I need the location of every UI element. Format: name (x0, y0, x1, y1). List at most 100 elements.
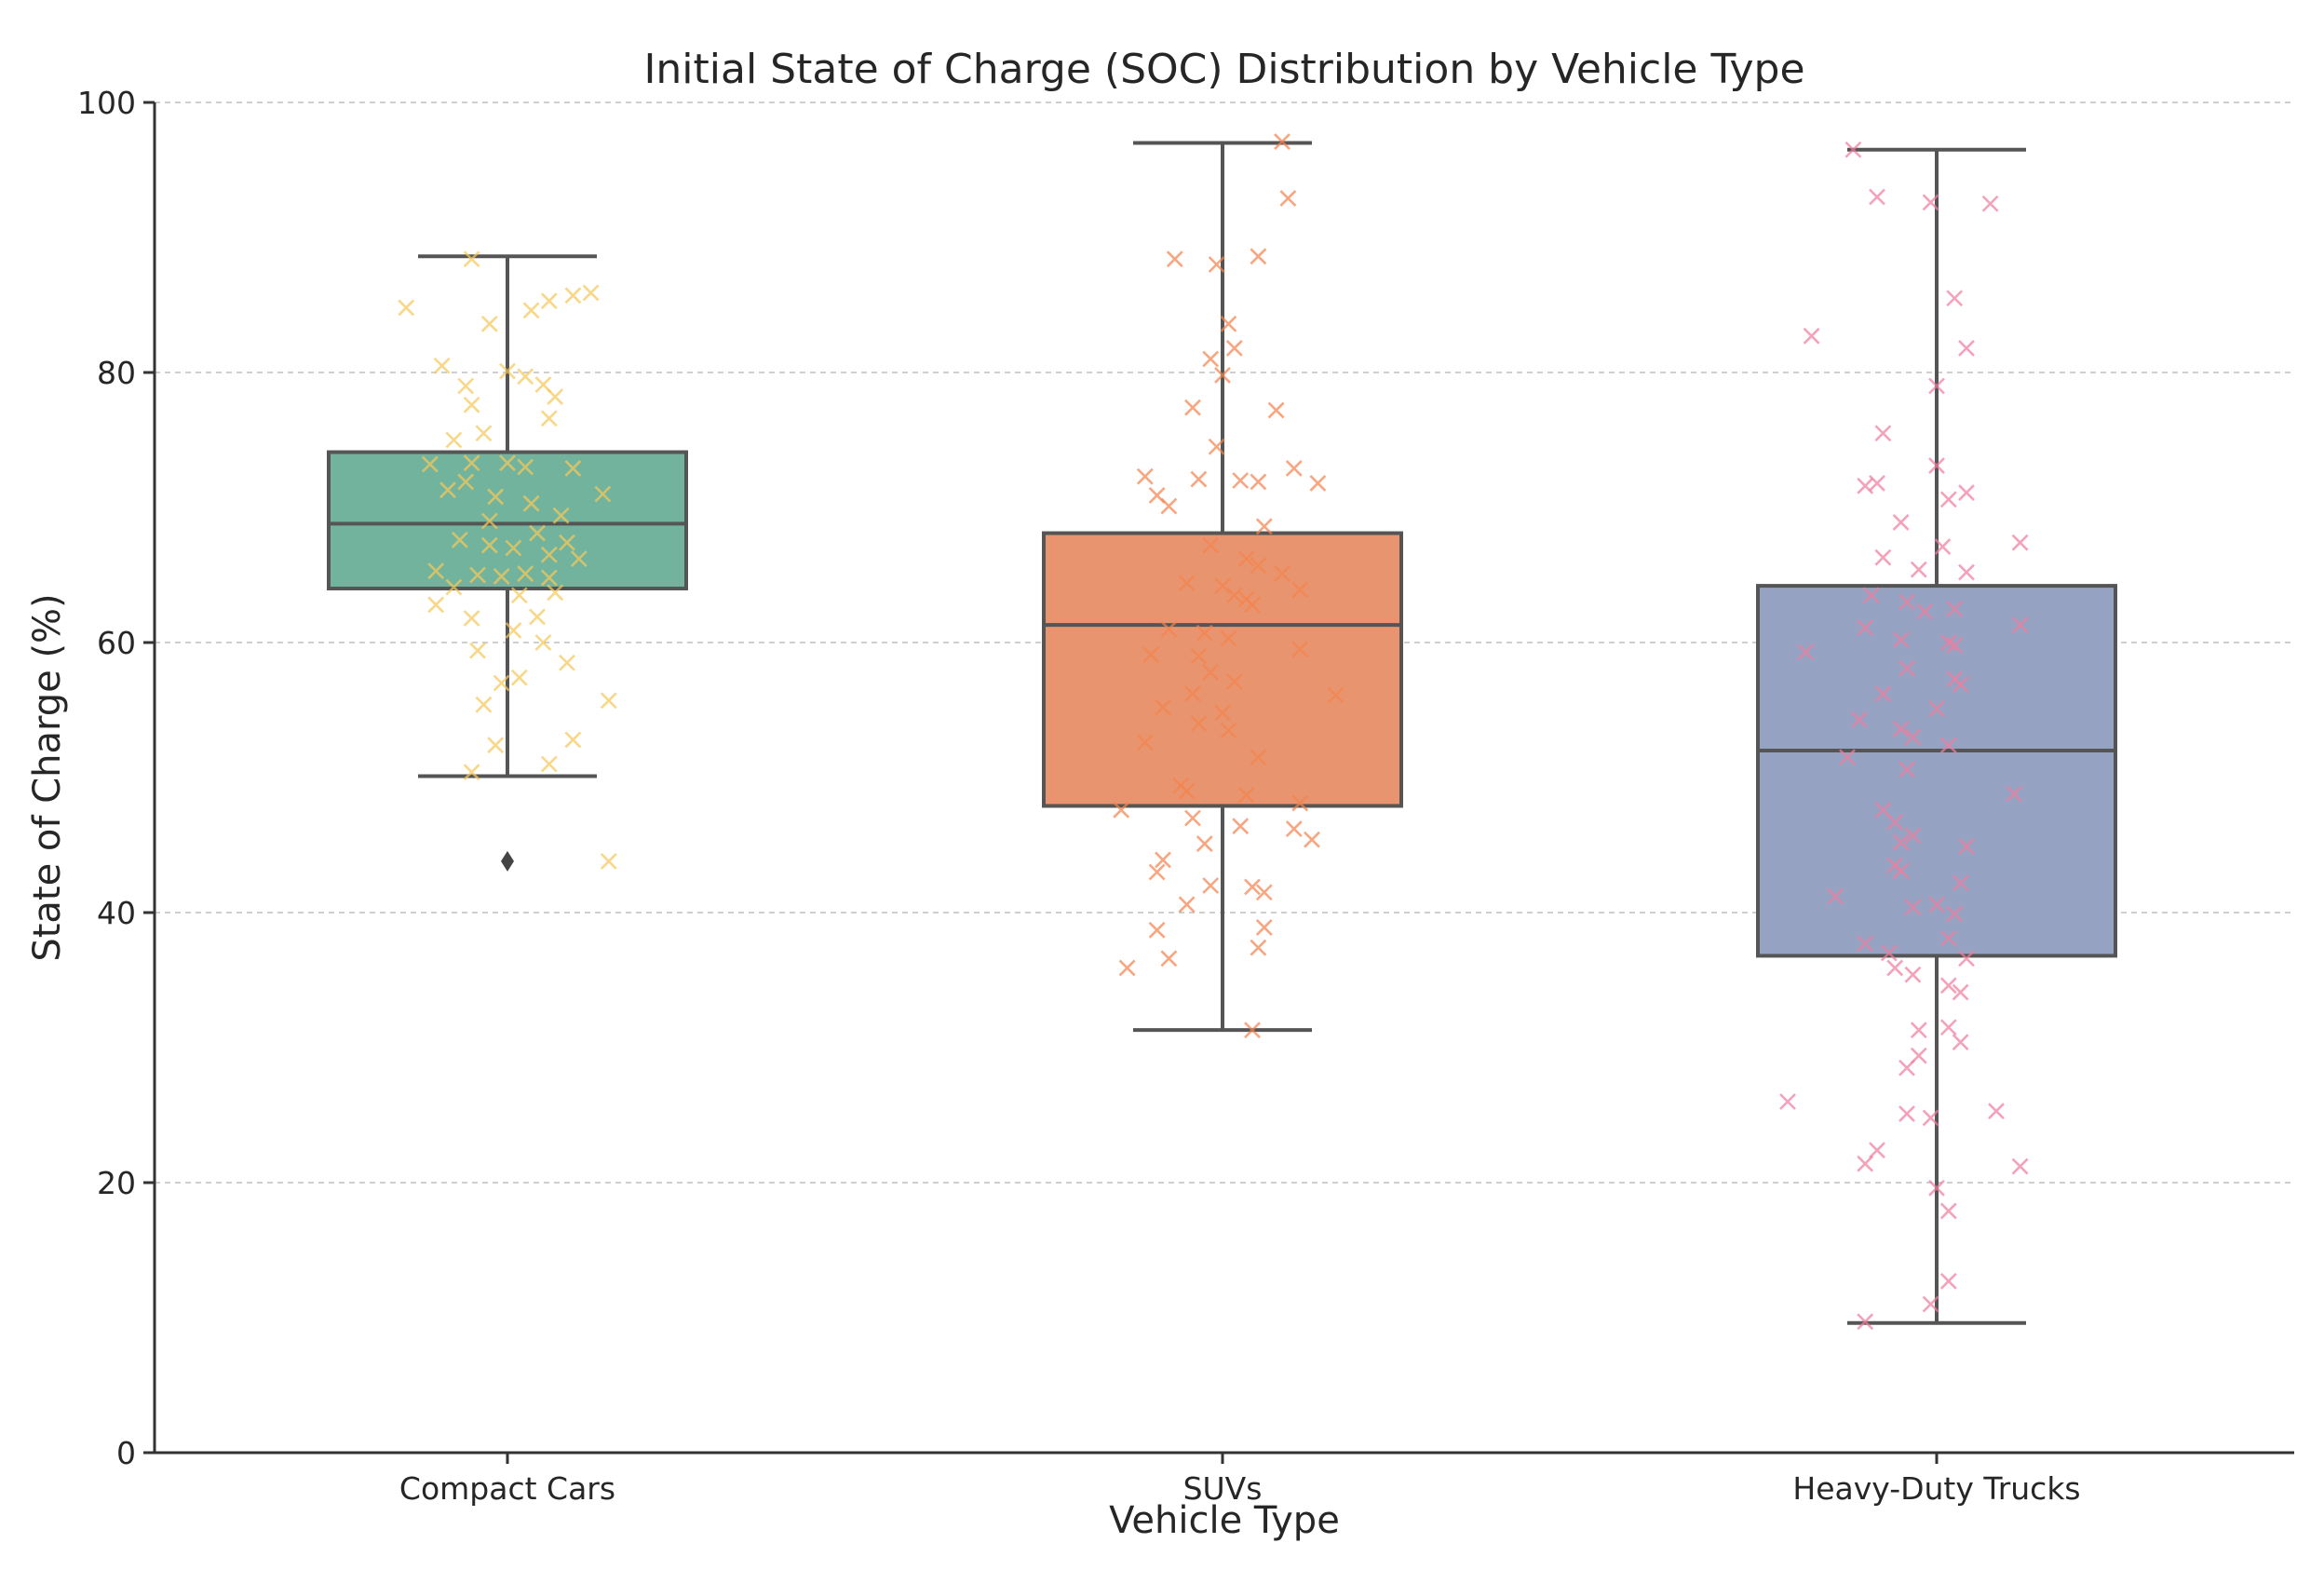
data-point (517, 565, 534, 582)
data-point (1274, 565, 1290, 582)
data-point (1958, 563, 1975, 581)
data-point (1892, 720, 1910, 738)
data-point (1190, 647, 1208, 665)
data-point (1857, 619, 1874, 636)
data-point (457, 377, 475, 395)
data-point (1244, 596, 1261, 614)
data-point (475, 425, 493, 442)
data-point (510, 587, 528, 604)
data-point (1148, 863, 1166, 881)
outlier-marker (501, 850, 514, 872)
data-point (398, 299, 415, 317)
data-point (1958, 484, 1975, 501)
data-point (1880, 944, 1898, 962)
data-point (1327, 686, 1344, 704)
data-point (1160, 497, 1178, 515)
data-point (1797, 643, 1815, 661)
data-point (1874, 685, 1892, 703)
data-point (1922, 1109, 1939, 1127)
data-point (1309, 474, 1327, 492)
data-point (433, 357, 451, 374)
chart-title: Initial State of Charge (SOC) Distributi… (643, 46, 1804, 93)
data-point (469, 566, 486, 584)
data-point (1939, 737, 1957, 754)
data-point (1946, 636, 1964, 654)
data-point (1237, 786, 1255, 804)
data-point (1892, 833, 1910, 851)
data-point (1250, 473, 1267, 491)
data-point (1981, 195, 1999, 212)
data-point (1952, 874, 1969, 892)
data-point (1958, 339, 1975, 357)
boxes (327, 141, 2117, 1325)
x-axis-label: Vehicle Type (1109, 1499, 1340, 1542)
data-point (547, 584, 564, 602)
data-point (1857, 1155, 1874, 1172)
data-point (1803, 327, 1820, 345)
data-point (480, 315, 498, 332)
data-point (1952, 676, 1969, 693)
data-point (1946, 290, 1964, 307)
data-point (1886, 959, 1904, 977)
data-point (1136, 734, 1154, 751)
box-group-compact-cars (327, 254, 688, 872)
data-point (445, 578, 463, 596)
data-point (547, 388, 564, 406)
data-point (427, 596, 445, 614)
data-point (1250, 557, 1267, 575)
data-point (469, 642, 486, 659)
data-point (480, 512, 498, 530)
data-point (1244, 1022, 1261, 1039)
data-point (1952, 983, 1969, 1001)
data-point (1190, 715, 1208, 732)
data-point (480, 536, 498, 554)
data-point (1910, 1022, 1927, 1039)
data-point (1250, 248, 1267, 265)
data-point (1928, 457, 1945, 474)
data-point (540, 410, 558, 427)
data-point (493, 568, 510, 585)
data-point (517, 458, 534, 476)
data-point (487, 737, 505, 754)
data-point (427, 562, 445, 580)
data-point (499, 362, 516, 380)
y-tick-label: 80 (97, 355, 136, 391)
data-point (1232, 472, 1250, 489)
data-point (1118, 959, 1136, 977)
data-point (1869, 1142, 1885, 1159)
data-point (2011, 534, 2029, 551)
data-point (1196, 624, 1213, 642)
data-point (2011, 616, 2029, 634)
data-point (1862, 587, 1880, 604)
data-point (1136, 467, 1154, 485)
data-point (564, 287, 582, 305)
iqr-box (1042, 531, 1403, 808)
data-point (1202, 536, 1220, 554)
data-point (1898, 761, 1915, 778)
data-point (1934, 538, 1952, 555)
data-point (487, 488, 505, 506)
data-point (517, 368, 534, 386)
data-point (1214, 704, 1231, 722)
data-point (1220, 722, 1237, 739)
data-point (1946, 905, 1964, 923)
data-point (1160, 620, 1178, 638)
data-point (1279, 190, 1297, 207)
data-point (1892, 631, 1910, 649)
data-point (1928, 700, 1945, 717)
data-point (1202, 877, 1220, 894)
data-point (2011, 1157, 2029, 1175)
data-point (559, 534, 575, 551)
data-point (1214, 366, 1231, 384)
data-point (1874, 548, 1892, 566)
x-tick-label: SUVs (1183, 1470, 1263, 1507)
data-point (1304, 831, 1320, 848)
data-point (540, 546, 558, 563)
data-point (1939, 491, 1957, 508)
data-point (1148, 921, 1166, 939)
data-point (1898, 593, 1915, 611)
data-point (552, 507, 570, 524)
data-point (522, 494, 540, 512)
data-point (463, 454, 480, 472)
data-point (1178, 575, 1196, 592)
